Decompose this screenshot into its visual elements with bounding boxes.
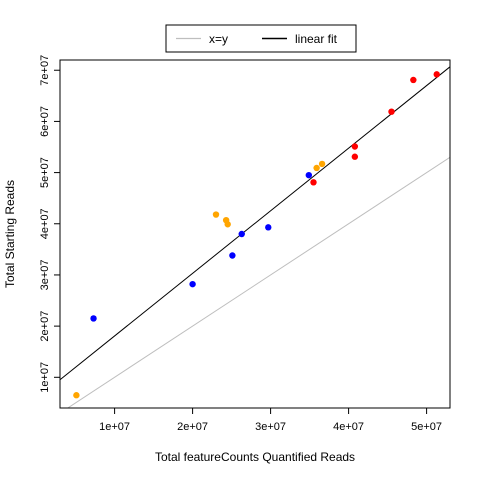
x-tick-label: 5e+07 [411,421,442,433]
data-point [229,252,236,259]
data-point [433,71,440,78]
x-tick-label: 3e+07 [255,421,286,433]
y-tick-label: 7e+07 [39,55,51,86]
y-tick-label: 6e+07 [39,106,51,137]
data-point [305,171,313,179]
y-axis-title: Total Starting Reads [3,180,17,288]
legend-label-xy: x=y [209,32,228,46]
data-point [351,143,359,150]
identity-line [66,156,450,408]
linear-fit-line [60,66,450,381]
fit-lines [60,66,450,408]
data-point [410,76,417,84]
data-point [189,280,196,288]
data-point [310,179,317,186]
y-tick-label: 1e+07 [39,362,51,393]
data-point [351,153,359,160]
data-points [73,71,440,399]
legend: x=y linear fit [165,24,357,53]
x-tick-label: 1e+07 [99,421,130,433]
data-point [388,108,395,115]
data-point [212,211,220,218]
x-axis-title: Total featureCounts Quantified Reads [155,450,355,464]
x-tick-label: 4e+07 [333,421,364,433]
plot-frame [59,59,451,409]
data-point [313,164,320,172]
legend-label-linear-fit: linear fit [295,32,338,46]
y-tick-label: 5e+07 [39,157,51,188]
y-tick-label: 2e+07 [39,311,51,342]
data-point [238,230,245,238]
x-tick-label: 2e+07 [177,421,208,433]
x-axis: 1e+07 2e+07 3e+07 4e+07 5e+07 [99,408,442,433]
data-point [90,315,97,322]
y-tick-label: 3e+07 [39,259,51,290]
data-point [224,221,231,228]
data-point [73,392,80,399]
y-tick-label: 4e+07 [39,208,51,239]
y-axis: 1e+07 2e+07 3e+07 4e+07 5e+07 6e+07 7e+07 [39,55,60,393]
data-point [265,224,272,231]
data-point [318,160,326,168]
